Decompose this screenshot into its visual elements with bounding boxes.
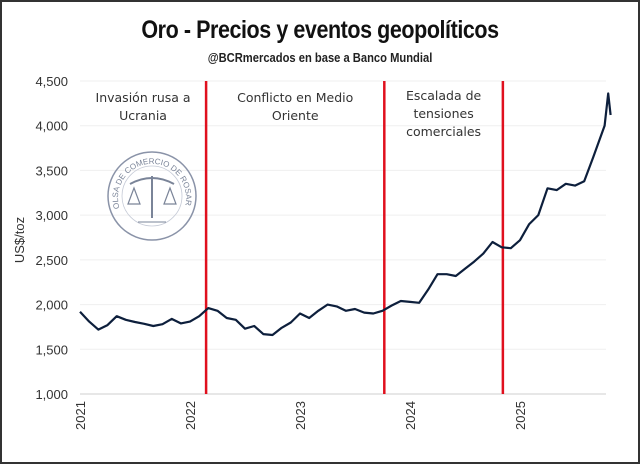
x-tick-label: 2021 <box>73 401 88 430</box>
event-label: Invasión rusa a <box>96 90 191 105</box>
x-tick-label: 2025 <box>513 401 528 430</box>
event-label: Conflicto en Medio <box>237 90 353 105</box>
chart-title: Oro - Precios y eventos geopolíticos <box>141 16 499 44</box>
bcr-logo: BOLSA DE COMERCIO DE ROSARIO <box>107 151 197 241</box>
event-label: comerciales <box>406 124 481 139</box>
x-tick-label: 2024 <box>403 401 418 430</box>
y-tick-label: 1,500 <box>35 342 68 357</box>
y-tick-label: 4,000 <box>35 119 68 134</box>
y-tick-label: 2,000 <box>35 298 68 313</box>
series-line-gold-price <box>79 92 612 337</box>
x-tick-label: 2022 <box>183 401 198 430</box>
y-tick-label: 3,500 <box>35 163 68 178</box>
y-tick-label: 3,000 <box>35 208 68 223</box>
x-tick-label: 2023 <box>293 401 308 430</box>
y-tick-label: 4,500 <box>35 74 68 89</box>
y-tick-label: 1,000 <box>35 387 68 402</box>
chart-subtitle: @BCRmercados en base a Banco Mundial <box>207 50 433 65</box>
event-label: Oriente <box>272 108 319 123</box>
event-label: Ucrania <box>119 108 167 123</box>
y-tick-label: 2,500 <box>35 253 68 268</box>
event-label: tensiones <box>413 106 473 121</box>
y-axis-label: US$/toz <box>12 217 27 263</box>
event-label: Escalada de <box>406 88 482 103</box>
